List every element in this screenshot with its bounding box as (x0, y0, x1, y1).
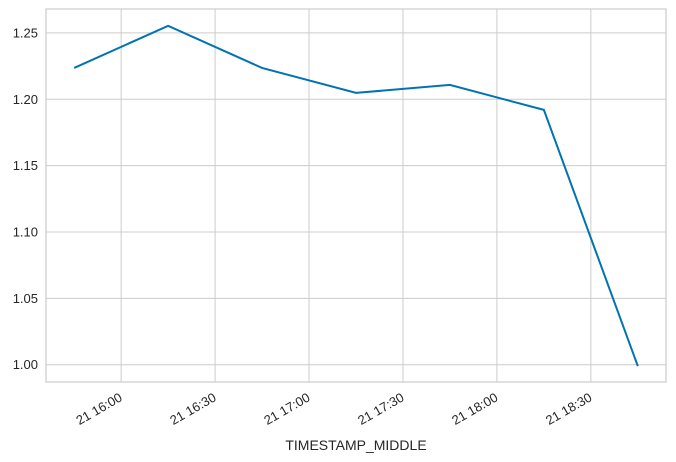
plot-area (45, 8, 667, 383)
x-tick-label: 21 16:00 (73, 390, 124, 428)
y-tick-label: 1.15 (13, 158, 38, 173)
y-tick-label: 1.25 (13, 25, 38, 40)
x-tick-label: 21 16:30 (167, 390, 218, 428)
x-tick-label: 21 18:30 (543, 390, 594, 428)
x-tick-label: 21 18:00 (449, 390, 500, 428)
y-tick-label: 1.20 (13, 92, 38, 107)
y-tick-label: 1.10 (13, 225, 38, 240)
y-tick-label: 1.00 (13, 357, 38, 372)
x-axis-label: TIMESTAMP_MIDDLE (285, 437, 426, 453)
data-line (73, 24, 639, 367)
x-tick-label: 21 17:30 (355, 390, 406, 428)
x-tick-label: 21 17:00 (261, 390, 312, 428)
y-tick-label: 1.05 (13, 291, 38, 306)
